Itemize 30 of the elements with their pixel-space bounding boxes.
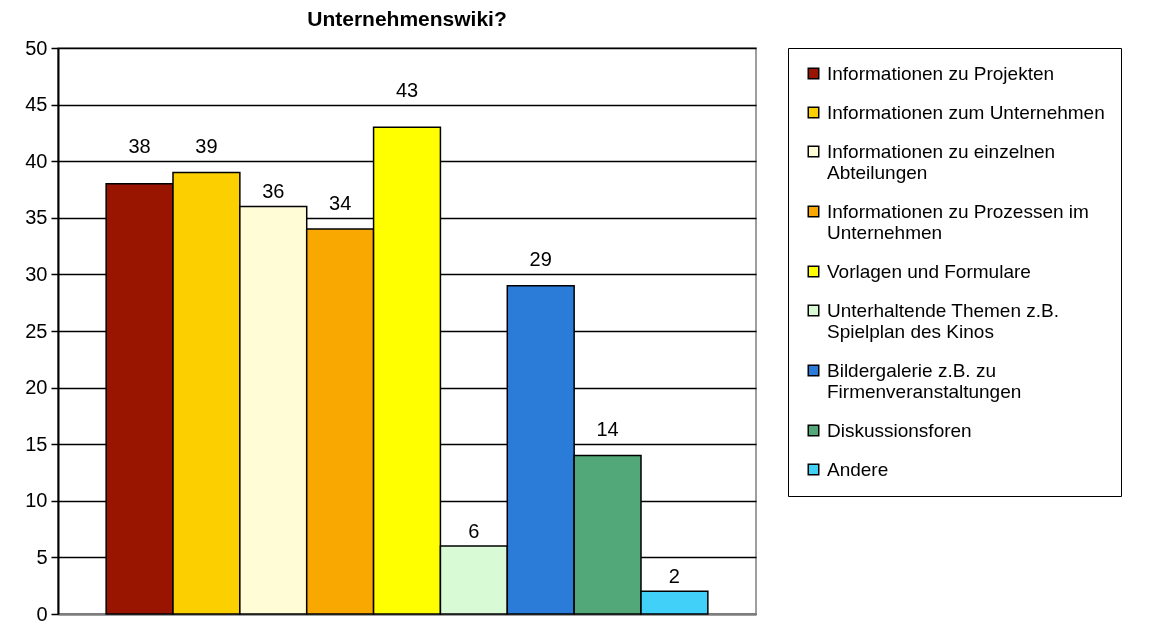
data-label: 34 xyxy=(329,191,352,214)
y-tick-label: 10 xyxy=(25,489,48,512)
y-tick-label: 35 xyxy=(25,206,48,229)
data-label: 36 xyxy=(262,180,285,203)
legend-label: Bildergalerie z.B. zu Firmenveranstaltungen xyxy=(827,359,1022,402)
y-tick-label: 15 xyxy=(25,432,48,455)
data-label: 43 xyxy=(395,78,419,101)
y-tick-label: 0 xyxy=(36,602,48,625)
legend-label: Diskussionsforen xyxy=(827,419,972,441)
y-tick-label: 5 xyxy=(36,545,48,568)
data-label: 38 xyxy=(128,135,151,158)
legend-label: Vorlagen und Formulare xyxy=(827,260,1031,282)
data-label: 2 xyxy=(668,565,680,588)
legend-label: Informationen zum Unternehmen xyxy=(827,101,1105,123)
chart-title: Unternehmenswiki? xyxy=(307,7,507,30)
y-tick-label: 50 xyxy=(25,36,48,59)
legend-label: Unterhaltende Themen z.B. Spielplan des Kinos xyxy=(827,299,1060,342)
y-tick-label: 25 xyxy=(25,319,48,342)
legend-label: Informationen zu Projekten xyxy=(827,62,1055,84)
legend-label: Informationen zu einzelnen Abteilungen xyxy=(827,140,1056,183)
data-label: 39 xyxy=(195,135,218,158)
data-label: 29 xyxy=(529,248,552,271)
data-label: 6 xyxy=(468,520,480,543)
y-tick-label: 20 xyxy=(25,376,48,399)
legend-label: Andere xyxy=(827,458,889,480)
y-tick-label: 40 xyxy=(25,149,48,172)
y-tick-label: 45 xyxy=(25,93,48,116)
y-tick-label: 30 xyxy=(25,262,48,285)
legend-label: Informationen zu Prozessen im Unternehmen xyxy=(827,200,1089,243)
data-label: 14 xyxy=(596,418,619,441)
